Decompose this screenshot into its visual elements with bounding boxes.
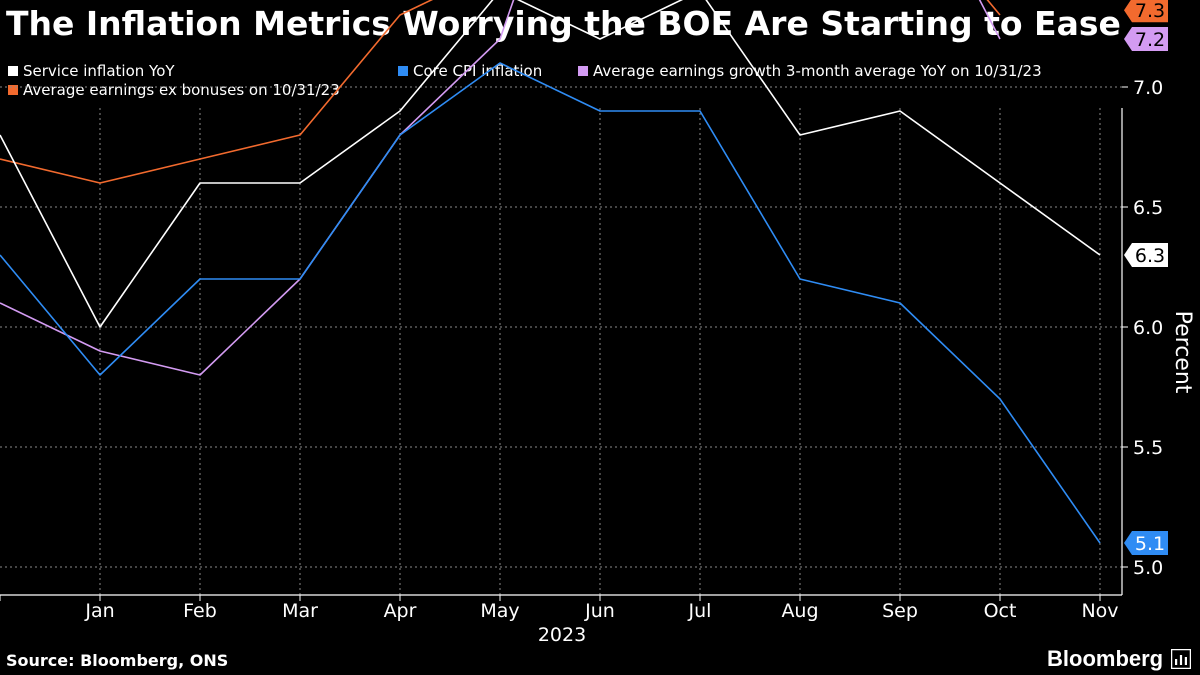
x-tick-label: Mar — [282, 600, 318, 622]
legend-label-average-earnings-ex-bonuses: Average earnings ex bonuses on 10/31/23 — [23, 81, 340, 99]
legend-label-average-earnings-growth: Average earnings growth 3-month average … — [593, 62, 1042, 80]
x-tick-label: Aug — [781, 600, 818, 622]
y-tick-label: 7.0 — [1133, 77, 1163, 99]
end-label-text-3: 7.3 — [1135, 0, 1165, 22]
y-tick-label: 6.5 — [1133, 197, 1163, 219]
end-label-tag-1 — [1124, 531, 1168, 555]
end-label-text-1: 5.1 — [1135, 533, 1165, 555]
legend-swatch-core-cpi — [398, 66, 408, 76]
series-line-1 — [0, 62, 1101, 544]
legend-label-service-inflation: Service inflation YoY — [23, 62, 175, 80]
bar-chart-icon — [1171, 649, 1192, 669]
end-value-labels: 7.3 7.2 6.3 5.1 — [1124, 0, 1168, 555]
brand-name: Bloomberg — [1047, 646, 1164, 671]
legend-item-average-earnings-ex-bonuses: Average earnings ex bonuses on 10/31/23 — [8, 81, 340, 99]
x-tick-label: Sep — [882, 600, 918, 622]
legend-swatch-service-inflation — [8, 66, 18, 76]
series-lines — [0, 0, 1101, 544]
x-tick-label: Oct — [984, 600, 1017, 622]
y-tick-label: 6.0 — [1133, 317, 1163, 339]
end-label-tag-3 — [1124, 0, 1168, 23]
x-tick-label: Apr — [384, 600, 417, 622]
chart-title: The Inflation Metrics Worrying the BOE A… — [6, 4, 1121, 43]
x-tick-label: Nov — [1081, 600, 1118, 622]
legend-label-core-cpi: Core CPI inflation — [413, 62, 543, 80]
y-axis-title: Percent — [1170, 311, 1195, 394]
legend-item-average-earnings-growth: Average earnings growth 3-month average … — [578, 62, 1042, 80]
x-tick-label: Jul — [688, 600, 712, 622]
legend-item-core-cpi: Core CPI inflation — [398, 62, 542, 80]
source-note: Source: Bloomberg, ONS — [6, 651, 229, 670]
grid-lines — [0, 86, 1122, 595]
legend-swatch-average-earnings-ex-bonuses — [8, 85, 18, 95]
x-year-label: 2023 — [538, 624, 586, 646]
x-tick-label: Jan — [84, 600, 114, 622]
y-tick-label: 5.5 — [1133, 437, 1163, 459]
series-line-3 — [0, 0, 1001, 184]
y-tick-label: 5.0 — [1133, 557, 1163, 579]
legend-item-service-inflation: Service inflation YoY — [8, 62, 175, 80]
end-label-text-0: 6.3 — [1135, 245, 1165, 267]
end-label-text-2: 7.2 — [1135, 29, 1165, 51]
axes: 5.05.56.06.57.07.58.08.5JanFebMarAprMayJ… — [0, 77, 1195, 646]
x-tick-label: Jun — [584, 600, 615, 622]
end-label-tag-2 — [1124, 27, 1168, 51]
series-line-0 — [0, 0, 1101, 328]
brand-logo: Bloomberg — [1047, 646, 1192, 672]
legend-swatch-average-earnings-growth — [578, 66, 588, 76]
end-label-tag-0 — [1124, 243, 1168, 267]
series-line-2 — [0, 0, 1001, 376]
x-tick-label: May — [480, 600, 519, 622]
x-tick-label: Feb — [183, 600, 217, 622]
